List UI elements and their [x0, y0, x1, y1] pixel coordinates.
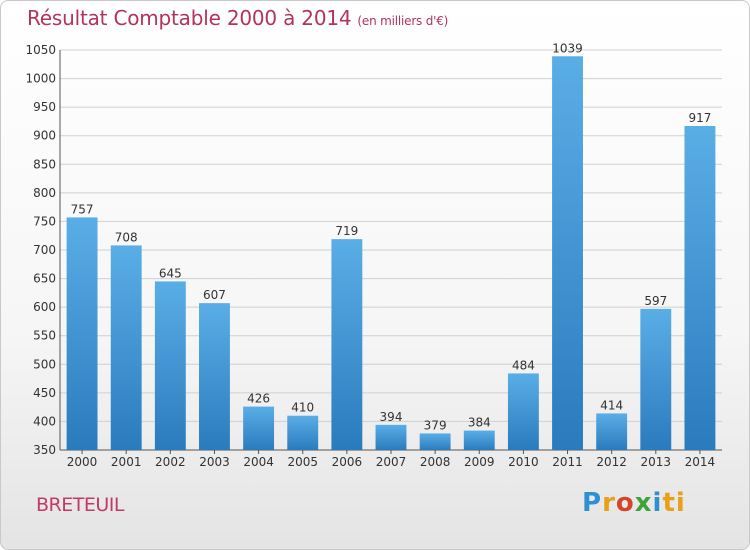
y-tick-label: 500	[33, 357, 56, 371]
y-tick-label: 850	[33, 157, 56, 171]
bar-layer	[66, 56, 716, 451]
proxiti-logo: Proxiti	[582, 488, 686, 518]
commune-name: BRETEUIL	[36, 494, 124, 516]
y-tick-label: 450	[33, 386, 56, 400]
x-tick-label: 2003	[199, 455, 230, 469]
bar-2009	[463, 430, 495, 450]
x-tick-label: 2014	[685, 455, 716, 469]
x-tick-label: 2009	[464, 455, 495, 469]
bar-2007	[375, 424, 407, 450]
data-label: 597	[644, 294, 667, 308]
x-tick-label: 2005	[287, 455, 318, 469]
y-tick-label: 950	[33, 100, 56, 114]
x-tick-label: 2006	[332, 455, 363, 469]
x-tick-label: 2004	[243, 455, 274, 469]
bar-2001	[110, 245, 142, 450]
y-tick-label: 1050	[25, 43, 56, 57]
x-tick-label: 2011	[552, 455, 583, 469]
y-tick-label: 700	[33, 243, 56, 257]
data-label: 645	[159, 266, 182, 280]
data-label: 379	[424, 418, 447, 432]
bar-2012	[596, 413, 628, 450]
y-tick-label: 600	[33, 300, 56, 314]
data-label: 719	[335, 224, 358, 238]
data-label: 1039	[552, 41, 583, 55]
y-tick-label: 350	[33, 443, 56, 457]
chart-subtitle: (en milliers d'€)	[357, 14, 449, 28]
bar-2008	[419, 433, 451, 450]
bar-2011	[552, 56, 583, 451]
data-label: 607	[203, 288, 226, 302]
y-tick-label: 1000	[25, 72, 56, 86]
y-tick-label: 750	[33, 214, 56, 228]
data-label: 757	[71, 202, 94, 216]
bar-2006	[331, 239, 363, 450]
bar-2002	[154, 281, 186, 450]
x-tick-label: 2007	[376, 455, 407, 469]
label-layer: 757 708 645 607 426 410 719 394 379 384 484 1039 414…	[71, 41, 712, 432]
bar-2005	[287, 415, 319, 450]
bar-2000	[66, 217, 98, 450]
data-label: 484	[512, 358, 535, 372]
y-tick-label: 800	[33, 186, 56, 200]
bar-2004	[243, 406, 275, 450]
x-tick-label: 2001	[111, 455, 142, 469]
bar-2013	[640, 308, 672, 450]
x-tick-label: 2000	[67, 455, 98, 469]
x-tick-label: 2012	[596, 455, 627, 469]
bar-2010	[507, 373, 539, 450]
y-tick-label: 550	[33, 329, 56, 343]
bar-2014	[684, 126, 716, 450]
x-tick-label: 2002	[155, 455, 186, 469]
y-tick-label: 900	[33, 129, 56, 143]
x-tick-label: 2010	[508, 455, 539, 469]
data-label: 394	[380, 410, 403, 424]
bar-2003	[199, 303, 230, 450]
data-label: 426	[247, 392, 270, 406]
chart-title-text: Résultat Comptable 2000 à 2014	[27, 6, 352, 30]
data-label: 410	[291, 401, 314, 415]
data-label: 708	[115, 230, 138, 244]
x-tick-label: 2013	[641, 455, 672, 469]
data-label: 414	[600, 398, 623, 412]
y-tick-label: 650	[33, 272, 56, 286]
y-tick-label: 400	[33, 414, 56, 428]
data-label: 384	[468, 416, 491, 430]
chart-title: Résultat Comptable 2000 à 2014 (en millie…	[27, 6, 448, 30]
x-tick-label: 2008	[420, 455, 451, 469]
data-label: 917	[688, 111, 711, 125]
